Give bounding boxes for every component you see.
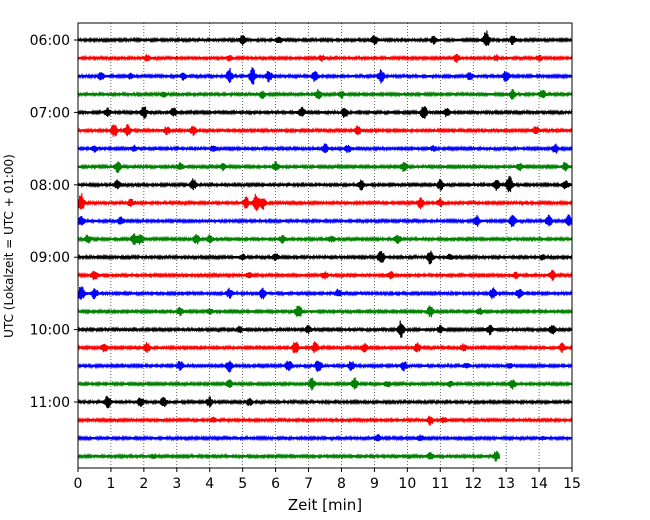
trace-0900 <box>77 250 573 265</box>
trace-1130 <box>77 433 573 442</box>
trace-0615 <box>77 53 573 63</box>
trace-1100 <box>77 395 573 409</box>
x-tick-label: 1 <box>106 476 115 492</box>
trace-1000 <box>77 320 573 338</box>
x-tick-label: 14 <box>530 476 548 492</box>
y-tick-label: 11:00 <box>30 395 70 411</box>
x-tick-label: 12 <box>464 476 482 492</box>
x-tick-label: 3 <box>172 476 181 492</box>
x-tick-label: 6 <box>271 476 280 492</box>
trace-0945 <box>77 305 573 318</box>
trace-0730 <box>77 143 573 154</box>
trace-0715 <box>77 124 573 137</box>
y-axis-label: UTC (Lokalzeit = UTC + 01:00) <box>2 154 16 338</box>
trace-1145 <box>77 450 501 462</box>
trace-0930 <box>77 286 573 300</box>
trace-0645 <box>77 88 573 100</box>
y-tick-label: 08:00 <box>30 178 70 194</box>
y-tick-label: 06:00 <box>30 33 70 49</box>
x-tick-label: 10 <box>398 476 416 492</box>
plot-frame <box>77 22 573 469</box>
x-tick-label: 8 <box>337 476 346 492</box>
trace-0700 <box>77 106 573 119</box>
x-tick-label: 0 <box>74 476 83 492</box>
trace-1015 <box>77 341 573 354</box>
trace-1030 <box>77 360 573 373</box>
x-tick-label: 11 <box>431 476 449 492</box>
trace-0800 <box>77 175 573 193</box>
trace-0815 <box>77 192 573 212</box>
trace-0745 <box>77 161 573 174</box>
y-tick-label: 09:00 <box>30 250 70 266</box>
x-tick-label: 2 <box>139 476 148 492</box>
x-tick-label: 13 <box>497 476 515 492</box>
trace-0830 <box>77 214 573 228</box>
x-tick-label: 4 <box>205 476 214 492</box>
x-tick-label: 7 <box>304 476 313 492</box>
x-tick-label: 9 <box>370 476 379 492</box>
y-axis-ticks: 06:00 07:00 08:00 09:00 10:00 11:00 <box>30 33 78 411</box>
y-tick-label: 07:00 <box>30 105 70 121</box>
x-axis-ticks: 0 1 2 3 4 5 6 7 8 9 10 11 12 13 14 15 <box>74 468 581 492</box>
vertical-grid <box>110 23 540 468</box>
x-tick-label: 15 <box>563 476 581 492</box>
x-axis-label: Zeit [min] <box>288 496 362 514</box>
trace-0915 <box>77 269 573 281</box>
trace-1115 <box>77 415 573 426</box>
y-tick-label: 10:00 <box>30 323 70 339</box>
trace-0600 <box>77 30 573 46</box>
trace-0845 <box>77 233 573 246</box>
x-tick-label: 5 <box>238 476 247 492</box>
seismic-traces <box>77 30 573 462</box>
trace-1045 <box>77 377 573 391</box>
trace-0630 <box>77 67 573 85</box>
